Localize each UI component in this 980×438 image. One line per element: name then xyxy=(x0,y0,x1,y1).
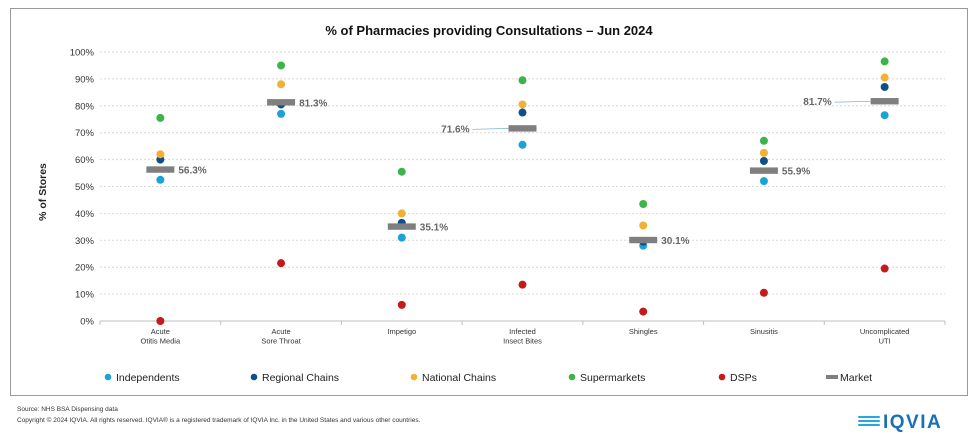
x-tick-label: Shingles xyxy=(629,327,658,336)
market-data-label: 81.3% xyxy=(299,98,327,109)
chart-plot: 0%10%20%30%40%50%60%70%80%90%100%AcuteOt… xyxy=(70,48,946,384)
market-marker xyxy=(508,125,537,132)
market-data-label: 30.1% xyxy=(661,236,689,247)
data-point xyxy=(639,221,648,230)
data-point xyxy=(518,100,527,109)
x-tick-label: Sore Throat xyxy=(261,337,301,346)
x-tick-label: Uncomplicated xyxy=(860,327,910,336)
source-note: Source: NHS BSA Dispensing data xyxy=(17,406,118,413)
market-marker xyxy=(870,98,899,105)
y-tick-label: 10% xyxy=(75,290,95,301)
leader-line xyxy=(472,127,509,130)
data-point xyxy=(277,61,286,70)
x-tick-label: Otitis Media xyxy=(141,337,181,346)
data-point xyxy=(397,300,406,309)
x-tick-label: Impetigo xyxy=(387,327,416,336)
data-point xyxy=(759,177,768,186)
legend-label: Supermarkets xyxy=(580,372,645,384)
data-point xyxy=(277,109,286,118)
data-point xyxy=(518,280,527,289)
data-point xyxy=(759,288,768,297)
x-tick-label: Insect Bites xyxy=(503,337,542,346)
market-data-label: 55.9% xyxy=(782,167,810,178)
market-data-label: 35.1% xyxy=(420,223,448,234)
legend-label: DSPs xyxy=(730,372,757,384)
market-marker xyxy=(749,167,778,174)
y-tick-label: 50% xyxy=(75,182,95,193)
legend-label: Market xyxy=(840,372,872,384)
logo-bars-icon xyxy=(858,416,880,430)
y-tick-label: 60% xyxy=(75,155,95,166)
legend-marker xyxy=(410,373,418,381)
legend-marker xyxy=(568,373,576,381)
data-point xyxy=(759,156,768,165)
market-marker xyxy=(387,223,416,230)
y-tick-label: 40% xyxy=(75,209,95,220)
leader-line xyxy=(834,100,871,103)
iqvia-logo: IQVIA xyxy=(858,412,968,434)
legend-marker xyxy=(250,373,258,381)
data-point xyxy=(518,108,527,117)
y-tick-label: 70% xyxy=(75,128,95,139)
x-tick-label: UTI xyxy=(879,337,891,346)
y-tick-label: 80% xyxy=(75,101,95,112)
data-point xyxy=(518,140,527,149)
data-point xyxy=(639,199,648,208)
chart-title: % of Pharmacies providing Consultations … xyxy=(325,23,653,38)
data-point xyxy=(156,113,165,122)
data-point xyxy=(397,233,406,242)
logo-text: IQVIA xyxy=(883,412,943,433)
data-point xyxy=(397,167,406,176)
x-tick-label: Acute xyxy=(271,327,290,336)
y-tick-label: 100% xyxy=(70,48,95,59)
market-marker xyxy=(267,99,296,106)
data-point xyxy=(277,259,286,268)
x-tick-label: Acute xyxy=(151,327,170,336)
market-marker xyxy=(629,236,658,244)
legend-label: Regional Chains xyxy=(262,372,339,384)
data-point xyxy=(759,148,768,157)
data-point xyxy=(880,57,889,66)
legend-marker xyxy=(104,373,112,381)
market-data-label: 56.3% xyxy=(178,166,206,177)
y-tick-label: 90% xyxy=(75,74,95,85)
data-point xyxy=(156,150,165,159)
legend-label: Independents xyxy=(116,372,180,384)
data-point xyxy=(880,82,889,91)
data-point xyxy=(880,264,889,273)
data-point xyxy=(156,175,165,184)
y-tick-label: 0% xyxy=(80,317,94,328)
x-tick-label: Sinusitis xyxy=(750,327,778,336)
market-data-label: 81.7% xyxy=(803,97,831,108)
data-point xyxy=(639,307,648,316)
data-point xyxy=(880,111,889,120)
data-point xyxy=(880,73,889,82)
data-point xyxy=(397,209,406,218)
y-tick-label: 20% xyxy=(75,263,95,274)
legend-marker xyxy=(826,375,838,379)
legend-label: National Chains xyxy=(422,372,496,384)
legend-marker xyxy=(718,373,726,381)
data-point xyxy=(156,317,165,325)
market-marker xyxy=(146,166,175,173)
y-tick-label: 30% xyxy=(75,236,95,247)
copyright-note: Copyright © 2024 IQVIA. All rights reser… xyxy=(17,417,421,424)
chart-frame xyxy=(10,8,968,396)
data-point xyxy=(277,80,286,89)
data-point xyxy=(518,76,527,85)
data-point xyxy=(759,136,768,145)
market-data-label: 71.6% xyxy=(441,124,469,135)
x-tick-label: Infected xyxy=(509,327,536,336)
